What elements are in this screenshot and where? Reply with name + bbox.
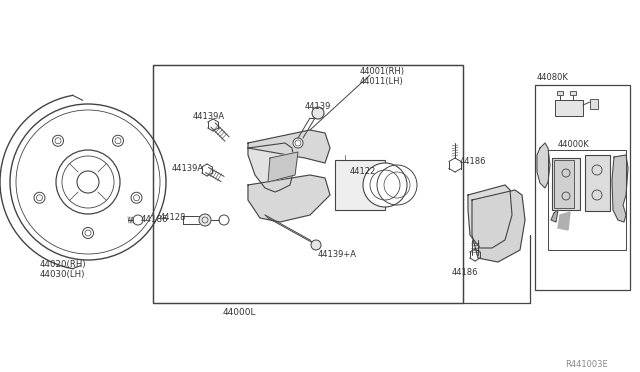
Polygon shape [558,212,570,230]
Bar [557,91,563,95]
Bar [548,150,626,250]
Text: 44080K: 44080K [537,73,569,82]
Polygon shape [248,143,295,192]
Text: 44011(LH): 44011(LH) [360,77,404,86]
Bar [555,100,583,116]
Text: 44122: 44122 [350,167,376,176]
Circle shape [199,214,211,226]
Polygon shape [268,152,298,182]
Bar [590,99,598,109]
Text: 44186: 44186 [452,268,479,277]
Text: 44139A: 44139A [193,112,225,121]
Bar [570,91,576,95]
Circle shape [363,163,407,207]
Text: 44030(LH): 44030(LH) [40,270,85,279]
Text: 44001(RH): 44001(RH) [360,67,405,76]
Text: 44000K: 44000K [558,140,589,149]
Circle shape [312,107,324,119]
Bar [153,65,463,303]
Text: 44186: 44186 [460,157,486,166]
Text: 44139+A: 44139+A [318,250,357,259]
Bar [554,160,574,208]
Text: 44186: 44186 [141,215,168,224]
Polygon shape [248,175,330,222]
Bar [535,85,630,290]
Text: 44020(RH): 44020(RH) [40,260,86,269]
Text: 44139A: 44139A [172,164,204,173]
Text: R441003E: R441003E [565,360,608,369]
Text: 44000L: 44000L [223,308,257,317]
Bar [153,65,463,303]
Circle shape [311,240,321,250]
Polygon shape [248,130,330,163]
Polygon shape [551,210,558,222]
Polygon shape [612,155,628,222]
Bar [552,158,580,210]
Polygon shape [468,185,512,248]
Text: 44139: 44139 [305,102,332,111]
Text: 44128: 44128 [160,213,186,222]
Circle shape [293,138,303,148]
Bar [585,155,610,211]
Polygon shape [472,190,525,262]
Bar [335,160,385,210]
Polygon shape [537,143,550,188]
